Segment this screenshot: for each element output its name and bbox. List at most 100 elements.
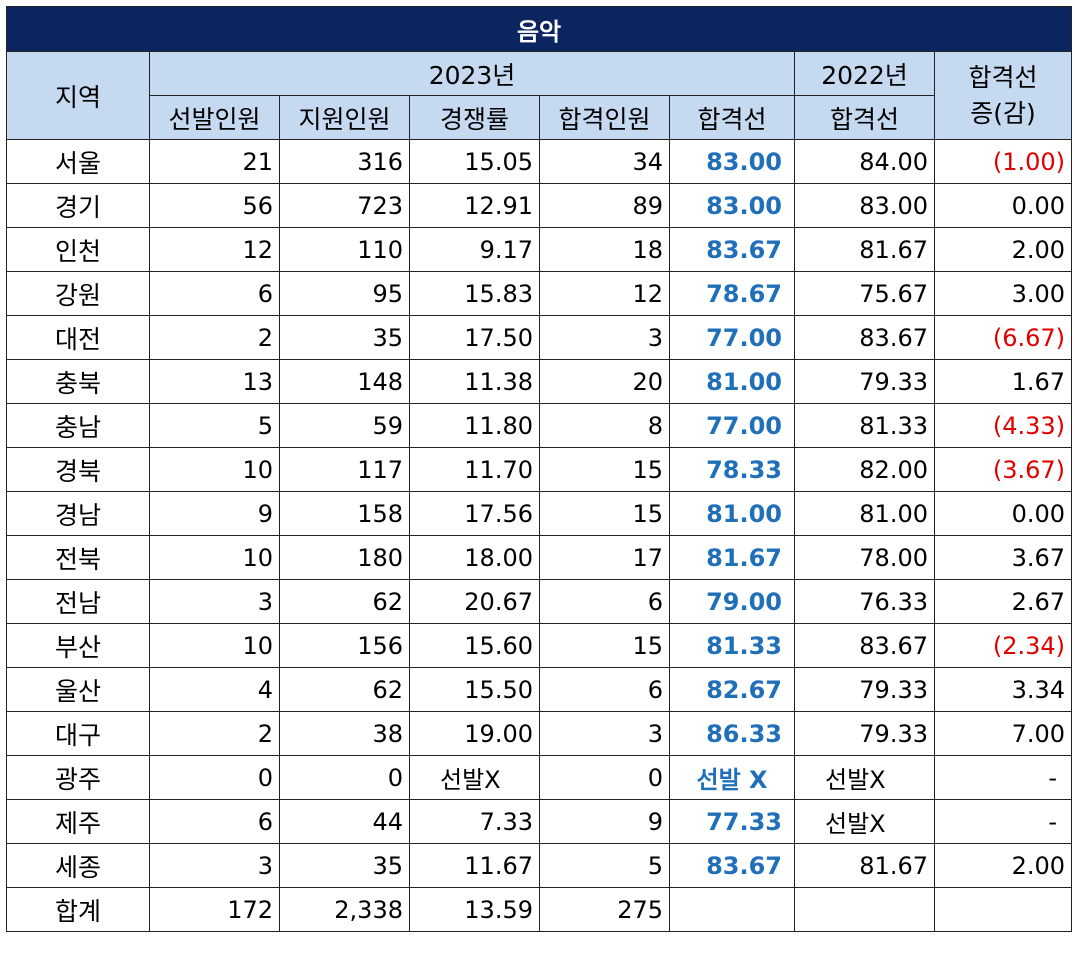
cell-applicants: 59 bbox=[279, 403, 410, 448]
cell-applicants: 723 bbox=[279, 183, 410, 228]
cell-selected: 2 bbox=[149, 711, 280, 756]
cell-cut2023: 77.00 bbox=[669, 315, 795, 360]
cell-change: 1.67 bbox=[933, 359, 1073, 404]
cell-ratio: 7.33 bbox=[409, 799, 540, 844]
cell-region: 서울 bbox=[6, 139, 150, 184]
cell-cut2022: 선발X bbox=[794, 799, 935, 844]
cell-selected: 2 bbox=[149, 315, 280, 360]
cell-change: 2.00 bbox=[933, 843, 1073, 888]
cell-ratio: 17.50 bbox=[409, 315, 540, 360]
cell-cut2023: 81.67 bbox=[669, 535, 795, 580]
cell-cut2022: 81.33 bbox=[794, 403, 935, 448]
cell-passed: 5 bbox=[539, 843, 670, 888]
cell-cut2023: 82.67 bbox=[669, 667, 795, 712]
cell-passed: 89 bbox=[539, 183, 670, 228]
cell-change: (3.67) bbox=[933, 447, 1073, 492]
cell-cut2023: 81.00 bbox=[669, 491, 795, 536]
cell-passed: 9 bbox=[539, 799, 670, 844]
cell-region: 광주 bbox=[6, 755, 150, 800]
header-ratio: 경쟁률 bbox=[409, 95, 540, 140]
cell-cut2023: 83.00 bbox=[669, 139, 795, 184]
table-row: 강원 6 95 15.83 12 78.67 75.67 3.00 bbox=[6, 271, 1073, 316]
table-row: 경남 9 158 17.56 15 81.00 81.00 0.00 bbox=[6, 491, 1073, 536]
cell-applicants: 2,338 bbox=[279, 887, 410, 932]
cell-change: - bbox=[933, 755, 1073, 800]
cell-cut2022 bbox=[794, 887, 935, 932]
cell-passed: 20 bbox=[539, 359, 670, 404]
cell-ratio: 9.17 bbox=[409, 227, 540, 272]
cell-passed: 0 bbox=[539, 755, 670, 800]
cell-passed: 275 bbox=[539, 887, 670, 932]
cell-passed: 15 bbox=[539, 447, 670, 492]
header-selected: 선발인원 bbox=[149, 95, 280, 140]
cell-cut2022: 75.67 bbox=[794, 271, 935, 316]
cell-selected: 4 bbox=[149, 667, 280, 712]
cell-cut2023: 78.33 bbox=[669, 447, 795, 492]
cell-ratio: 11.70 bbox=[409, 447, 540, 492]
table-row: 충북 13 148 11.38 20 81.00 79.33 1.67 bbox=[6, 359, 1073, 404]
cell-ratio: 12.91 bbox=[409, 183, 540, 228]
cell-selected: 5 bbox=[149, 403, 280, 448]
cell-passed: 3 bbox=[539, 711, 670, 756]
cell-change: (1.00) bbox=[933, 139, 1073, 184]
cell-applicants: 180 bbox=[279, 535, 410, 580]
cell-cut2022: 79.33 bbox=[794, 667, 935, 712]
cell-selected: 6 bbox=[149, 799, 280, 844]
cell-cut2022: 82.00 bbox=[794, 447, 935, 492]
cell-change: 2.67 bbox=[933, 579, 1073, 624]
cell-selected: 10 bbox=[149, 447, 280, 492]
cell-change bbox=[933, 887, 1073, 932]
cell-selected: 21 bbox=[149, 139, 280, 184]
cell-applicants: 0 bbox=[279, 755, 410, 800]
cell-cut2023: 77.00 bbox=[669, 403, 795, 448]
cell-selected: 6 bbox=[149, 271, 280, 316]
cell-region: 충북 bbox=[6, 359, 150, 404]
cell-region: 세종 bbox=[6, 843, 150, 888]
table-row: 대전 2 35 17.50 3 77.00 83.67 (6.67) bbox=[6, 315, 1073, 360]
cell-cut2023: 79.00 bbox=[669, 579, 795, 624]
header-cut-2023: 합격선 bbox=[669, 95, 795, 140]
table-row: 대구 2 38 19.00 3 86.33 79.33 7.00 bbox=[6, 711, 1073, 756]
cell-cut2023: 81.33 bbox=[669, 623, 795, 668]
cell-applicants: 62 bbox=[279, 579, 410, 624]
cell-ratio: 15.05 bbox=[409, 139, 540, 184]
cell-passed: 6 bbox=[539, 667, 670, 712]
cell-cut2022: 79.33 bbox=[794, 711, 935, 756]
cell-selected: 10 bbox=[149, 535, 280, 580]
cell-applicants: 95 bbox=[279, 271, 410, 316]
header-applicants: 지원인원 bbox=[279, 95, 410, 140]
cell-region: 대전 bbox=[6, 315, 150, 360]
music-cutoff-table: 음악 지역 2023년 2022년 합격선 증(감) 선발인원 지원인원 경쟁률… bbox=[5, 6, 1073, 932]
table-row: 광주 0 0 선발X 0 선발 X 선발X - bbox=[6, 755, 1073, 800]
cell-cut2023: 81.00 bbox=[669, 359, 795, 404]
cell-region: 전북 bbox=[6, 535, 150, 580]
header-passed: 합격인원 bbox=[539, 95, 670, 140]
cell-applicants: 156 bbox=[279, 623, 410, 668]
header-change-line1: 합격선 bbox=[968, 62, 1038, 92]
cell-cut2022: 81.67 bbox=[794, 843, 935, 888]
cell-selected: 0 bbox=[149, 755, 280, 800]
cell-selected: 3 bbox=[149, 579, 280, 624]
table-row: 전북 10 180 18.00 17 81.67 78.00 3.67 bbox=[6, 535, 1073, 580]
table-row: 경북 10 117 11.70 15 78.33 82.00 (3.67) bbox=[6, 447, 1073, 492]
cell-change: 0.00 bbox=[933, 491, 1073, 536]
cell-change: 0.00 bbox=[933, 183, 1073, 228]
cell-passed: 8 bbox=[539, 403, 670, 448]
cell-ratio: 15.83 bbox=[409, 271, 540, 316]
cell-region: 경기 bbox=[6, 183, 150, 228]
header-2023: 2023년 bbox=[149, 51, 795, 96]
cell-cut2023: 77.33 bbox=[669, 799, 795, 844]
table-row: 세종 3 35 11.67 5 83.67 81.67 2.00 bbox=[6, 843, 1073, 888]
cell-cut2023: 86.33 bbox=[669, 711, 795, 756]
table-row: 울산 4 62 15.50 6 82.67 79.33 3.34 bbox=[6, 667, 1073, 712]
cell-region: 전남 bbox=[6, 579, 150, 624]
cell-selected: 3 bbox=[149, 843, 280, 888]
cell-change: (6.67) bbox=[933, 315, 1073, 360]
cell-applicants: 316 bbox=[279, 139, 410, 184]
table-wrapper: 음악 지역 2023년 2022년 합격선 증(감) 선발인원 지원인원 경쟁률… bbox=[5, 6, 1073, 932]
cell-selected: 172 bbox=[149, 887, 280, 932]
cell-change: 3.00 bbox=[933, 271, 1073, 316]
cell-passed: 18 bbox=[539, 227, 670, 272]
cell-applicants: 62 bbox=[279, 667, 410, 712]
cell-change: 3.34 bbox=[933, 667, 1073, 712]
